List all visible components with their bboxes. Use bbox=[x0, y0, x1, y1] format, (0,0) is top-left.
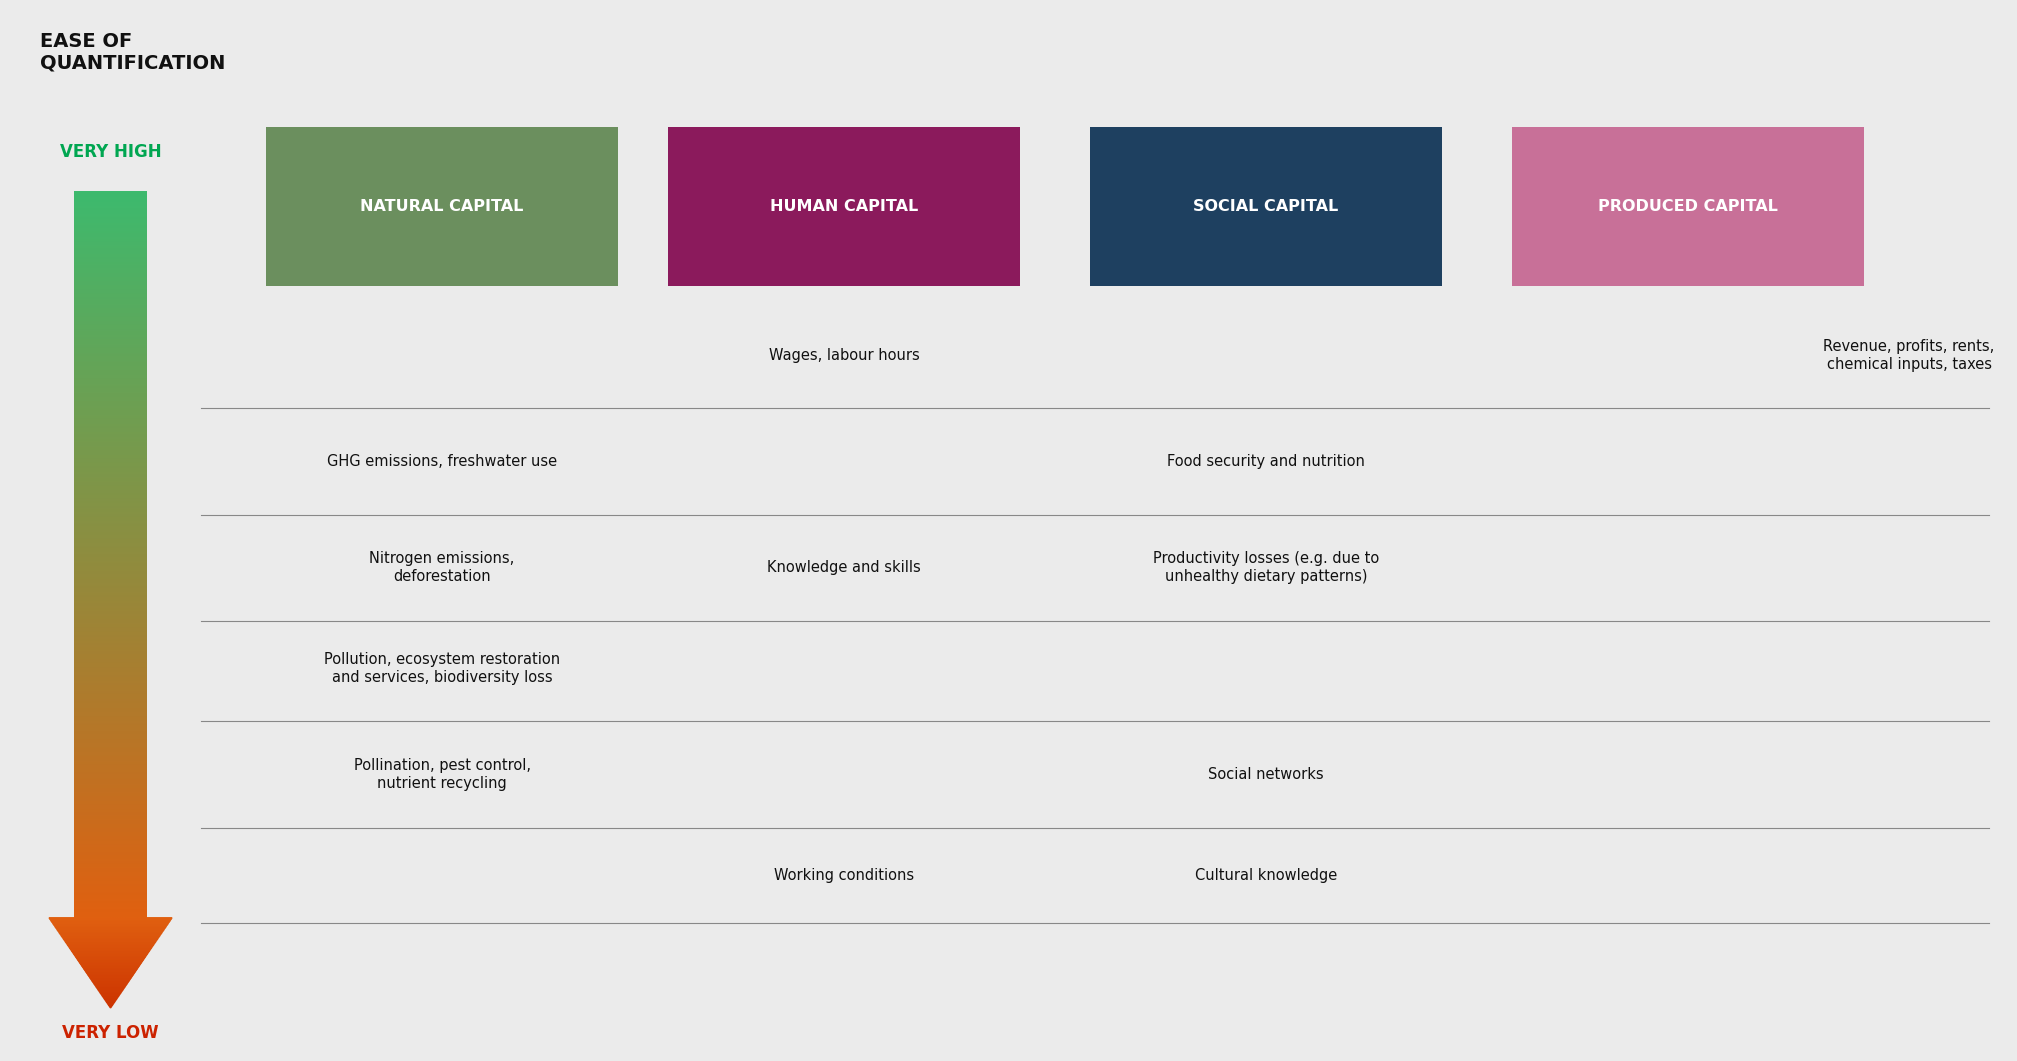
Polygon shape bbox=[56, 929, 163, 932]
Text: Food security and nutrition: Food security and nutrition bbox=[1168, 454, 1366, 469]
Polygon shape bbox=[85, 969, 137, 971]
Polygon shape bbox=[97, 987, 125, 989]
Text: Pollution, ecosystem restoration
and services, biodiversity loss: Pollution, ecosystem restoration and ser… bbox=[325, 653, 561, 684]
Polygon shape bbox=[97, 989, 123, 990]
Polygon shape bbox=[71, 951, 149, 953]
Polygon shape bbox=[95, 986, 125, 987]
Text: Social networks: Social networks bbox=[1208, 767, 1323, 782]
Polygon shape bbox=[83, 968, 139, 969]
Polygon shape bbox=[69, 947, 151, 950]
Polygon shape bbox=[87, 973, 133, 975]
Polygon shape bbox=[50, 919, 171, 921]
Polygon shape bbox=[52, 924, 167, 925]
FancyBboxPatch shape bbox=[668, 127, 1021, 286]
Text: SOCIAL CAPITAL: SOCIAL CAPITAL bbox=[1194, 199, 1339, 214]
FancyBboxPatch shape bbox=[1089, 127, 1442, 286]
Polygon shape bbox=[52, 922, 169, 924]
FancyBboxPatch shape bbox=[1513, 127, 1864, 286]
Polygon shape bbox=[65, 942, 155, 943]
Polygon shape bbox=[65, 940, 157, 942]
Polygon shape bbox=[69, 946, 153, 947]
Polygon shape bbox=[50, 921, 169, 922]
Text: EASE OF
QUANTIFICATION: EASE OF QUANTIFICATION bbox=[40, 32, 226, 73]
Polygon shape bbox=[87, 972, 135, 973]
Polygon shape bbox=[67, 944, 153, 946]
Polygon shape bbox=[109, 1005, 113, 1007]
Polygon shape bbox=[54, 925, 167, 927]
Polygon shape bbox=[81, 964, 141, 966]
Polygon shape bbox=[91, 978, 131, 979]
Polygon shape bbox=[99, 990, 123, 991]
Polygon shape bbox=[93, 980, 129, 982]
Polygon shape bbox=[79, 961, 143, 963]
Polygon shape bbox=[95, 984, 127, 986]
Text: PRODUCED CAPITAL: PRODUCED CAPITAL bbox=[1597, 199, 1777, 214]
Text: HUMAN CAPITAL: HUMAN CAPITAL bbox=[770, 199, 918, 214]
Text: Cultural knowledge: Cultural knowledge bbox=[1194, 868, 1337, 883]
Polygon shape bbox=[89, 975, 133, 976]
Polygon shape bbox=[93, 982, 127, 984]
Polygon shape bbox=[61, 936, 159, 937]
Polygon shape bbox=[79, 960, 143, 961]
Text: VERY LOW: VERY LOW bbox=[63, 1024, 159, 1042]
Polygon shape bbox=[83, 966, 139, 968]
Polygon shape bbox=[75, 955, 147, 957]
Text: VERY HIGH: VERY HIGH bbox=[61, 143, 161, 161]
Polygon shape bbox=[73, 953, 149, 954]
Polygon shape bbox=[58, 933, 161, 935]
Text: Wages, labour hours: Wages, labour hours bbox=[768, 348, 920, 363]
Text: Nitrogen emissions,
deforestation: Nitrogen emissions, deforestation bbox=[369, 552, 514, 584]
Polygon shape bbox=[48, 918, 171, 919]
Polygon shape bbox=[107, 1004, 113, 1005]
Polygon shape bbox=[101, 993, 121, 994]
Polygon shape bbox=[58, 932, 163, 933]
Polygon shape bbox=[109, 1007, 111, 1008]
Polygon shape bbox=[56, 928, 165, 929]
Polygon shape bbox=[103, 997, 117, 999]
Text: Pollination, pest control,
nutrient recycling: Pollination, pest control, nutrient recy… bbox=[353, 759, 530, 790]
Polygon shape bbox=[75, 954, 147, 955]
Polygon shape bbox=[63, 937, 159, 939]
Polygon shape bbox=[63, 939, 157, 940]
Text: Productivity losses (e.g. due to
unhealthy dietary patterns): Productivity losses (e.g. due to unhealt… bbox=[1154, 552, 1380, 584]
Text: Working conditions: Working conditions bbox=[775, 868, 914, 883]
Text: Knowledge and skills: Knowledge and skills bbox=[766, 560, 922, 575]
Polygon shape bbox=[103, 996, 119, 997]
Text: GHG emissions, freshwater use: GHG emissions, freshwater use bbox=[327, 454, 557, 469]
Polygon shape bbox=[91, 979, 129, 980]
Text: NATURAL CAPITAL: NATURAL CAPITAL bbox=[361, 199, 524, 214]
Polygon shape bbox=[101, 994, 119, 996]
Polygon shape bbox=[61, 935, 161, 936]
Polygon shape bbox=[54, 927, 165, 928]
Polygon shape bbox=[89, 976, 131, 978]
Polygon shape bbox=[85, 971, 135, 972]
Polygon shape bbox=[81, 963, 141, 964]
Text: Revenue, profits, rents,
chemical inputs, taxes: Revenue, profits, rents, chemical inputs… bbox=[1823, 340, 1995, 371]
Polygon shape bbox=[77, 957, 145, 958]
Polygon shape bbox=[105, 1001, 115, 1002]
Polygon shape bbox=[67, 943, 155, 944]
Polygon shape bbox=[105, 999, 117, 1001]
FancyBboxPatch shape bbox=[266, 127, 617, 286]
Polygon shape bbox=[107, 1002, 115, 1004]
Polygon shape bbox=[99, 991, 121, 993]
Polygon shape bbox=[77, 958, 145, 960]
Polygon shape bbox=[71, 950, 151, 951]
